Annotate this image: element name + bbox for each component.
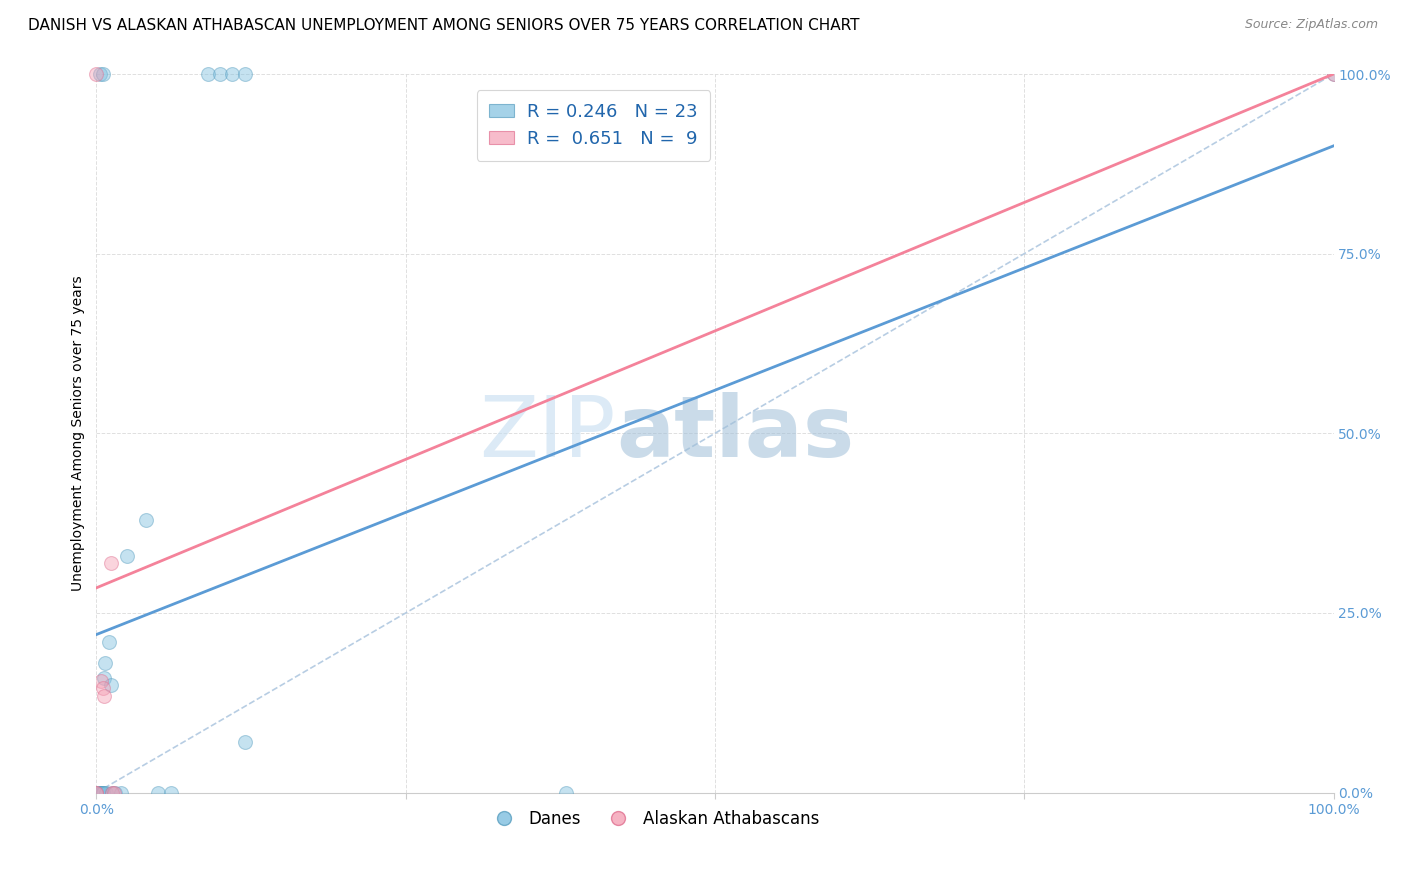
Point [221,67,243,81]
Point [90,786,112,800]
Point [100,678,122,692]
Text: Source: ZipAtlas.com: Source: ZipAtlas.com [1244,18,1378,31]
Point [1322,67,1344,81]
Point [89,786,111,800]
Point [104,786,127,800]
Point [97,634,120,648]
Point [90,786,112,800]
Point [103,786,125,800]
Point [93,689,115,703]
Text: DANISH VS ALASKAN ATHABASCAN UNEMPLOYMENT AMONG SENIORS OVER 75 YEARS CORRELATIO: DANISH VS ALASKAN ATHABASCAN UNEMPLOYMEN… [28,18,859,33]
Point [93,671,115,685]
Point [159,786,181,800]
Point [555,786,578,800]
Point [90,674,112,689]
Text: ZIP: ZIP [479,392,616,475]
Point [91,786,114,800]
Point [91,67,114,81]
Point [135,512,157,526]
Point [233,735,256,749]
Point [94,657,117,671]
Point [86,786,108,800]
Point [100,556,122,570]
Point [233,67,256,81]
Point [86,786,108,800]
Text: atlas: atlas [616,392,855,475]
Point [101,786,124,800]
Y-axis label: Unemployment Among Seniors over 75 years: Unemployment Among Seniors over 75 years [72,276,86,591]
Point [91,786,114,800]
Point [91,786,114,800]
Point [91,681,114,696]
Point [89,786,111,800]
Point [101,786,124,800]
Point [117,549,139,563]
Point [209,67,232,81]
Point [86,786,108,800]
Point [86,67,108,81]
Point [110,786,132,800]
Point [197,67,219,81]
Legend: Danes, Alaskan Athabascans: Danes, Alaskan Athabascans [481,804,825,835]
Point [1322,67,1344,81]
Point [148,786,170,800]
Point [96,786,118,800]
Point [89,67,111,81]
